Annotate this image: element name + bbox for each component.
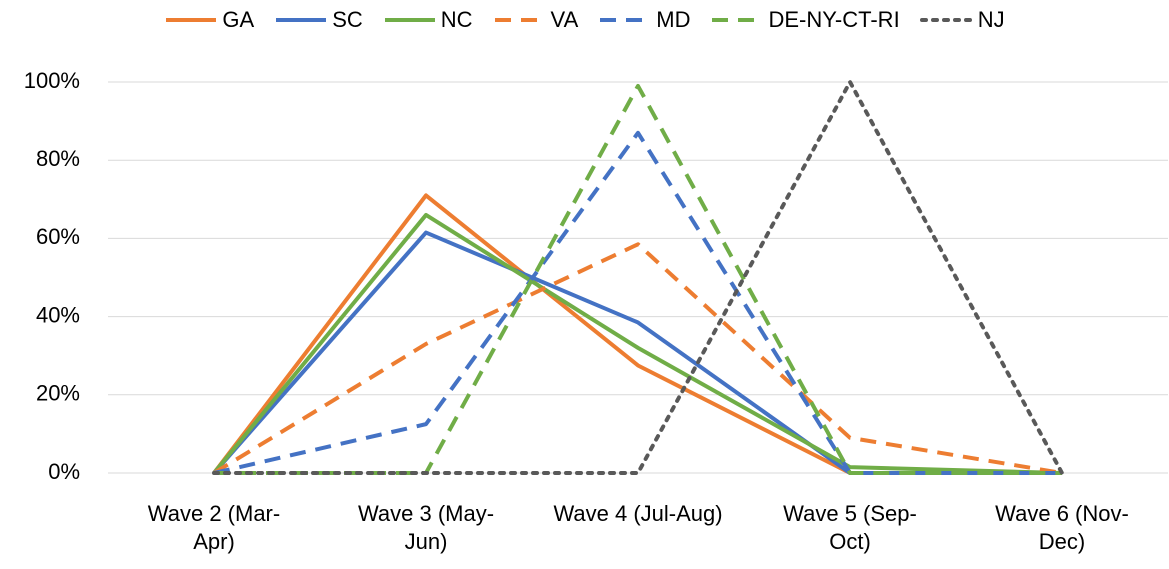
y-tick-label: 80% <box>36 146 80 171</box>
legend-item: SC <box>274 7 363 33</box>
legend-label: VA <box>550 7 579 32</box>
legend-swatch <box>276 18 327 22</box>
legend: GA SC NC VA MD DE-NY-CT-RI NJ <box>0 2 1169 38</box>
y-tick-label: 100% <box>24 68 80 93</box>
y-tick-label: 60% <box>36 224 80 249</box>
series-line <box>213 130 1062 475</box>
legend-swatch <box>166 18 217 22</box>
legend-label: SC <box>332 7 363 32</box>
legend-label: DE-NY-CT-RI <box>768 7 900 32</box>
legend-item: NC <box>383 7 473 33</box>
series-line <box>212 230 1062 475</box>
legend-swatch <box>384 18 435 22</box>
x-tick-label: Wave 2 (Mar-Apr) <box>147 501 281 554</box>
x-tick-label: Wave 3 (May-Jun) <box>357 501 495 554</box>
legend-label: NC <box>440 7 473 32</box>
legend-item: MD <box>598 7 690 33</box>
legend-item: GA <box>164 7 254 33</box>
x-tick-label: Wave 5 (Sep-Oct) <box>783 501 917 554</box>
legend-label: MD <box>656 7 691 32</box>
legend-item: VA <box>493 7 579 33</box>
x-tick-label: Wave 6 (Nov-Dec) <box>995 501 1129 554</box>
legend-label: GA <box>222 7 255 32</box>
series-line <box>212 212 1063 475</box>
legend-item: NJ <box>919 7 1005 33</box>
series-line <box>212 80 1064 475</box>
series-line <box>214 83 1062 475</box>
legend-swatch <box>712 18 763 22</box>
y-tick-label: 20% <box>36 381 80 406</box>
y-tick-label: 0% <box>48 459 80 484</box>
legend-label: NJ <box>977 7 1005 32</box>
legend-swatch <box>919 18 974 22</box>
x-tick-label: Wave 4 (Jul-Aug) <box>553 501 723 526</box>
legend-item: DE-NY-CT-RI <box>710 7 900 33</box>
y-tick-label: 40% <box>36 302 80 327</box>
legend-swatch <box>494 18 545 22</box>
series-line <box>212 242 1063 475</box>
legend-swatch <box>600 18 651 22</box>
